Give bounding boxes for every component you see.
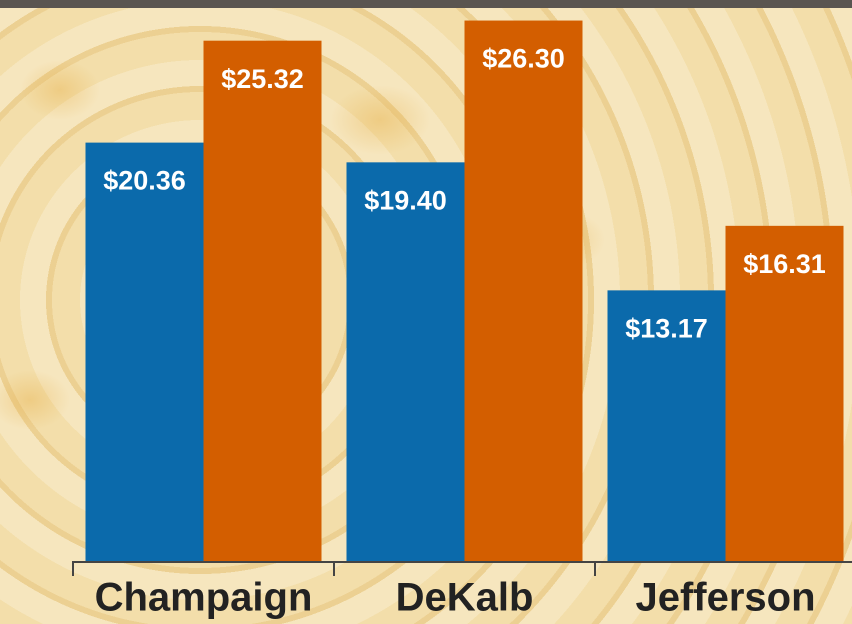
value-label: $25.32 <box>221 64 304 94</box>
x-tick-label: DeKalb <box>396 576 534 620</box>
value-label: $20.36 <box>103 166 186 196</box>
bar <box>465 21 583 561</box>
value-label: $26.30 <box>482 44 565 74</box>
bar <box>86 143 204 561</box>
value-label: $16.31 <box>743 249 826 279</box>
value-label: $13.17 <box>625 313 708 343</box>
x-tick-label: Champaign <box>95 576 313 620</box>
x-tick-label: Jefferson <box>635 576 815 620</box>
value-label: $19.40 <box>364 185 447 215</box>
chart: Champaign $20.36 $25.32 DeKalb $19.40 $26.30 J… <box>0 0 852 624</box>
chart-container: Champaign $20.36 $25.32 DeKalb $19.40 $26.30 J… <box>0 0 852 624</box>
bar <box>204 41 322 561</box>
bar <box>347 162 465 561</box>
